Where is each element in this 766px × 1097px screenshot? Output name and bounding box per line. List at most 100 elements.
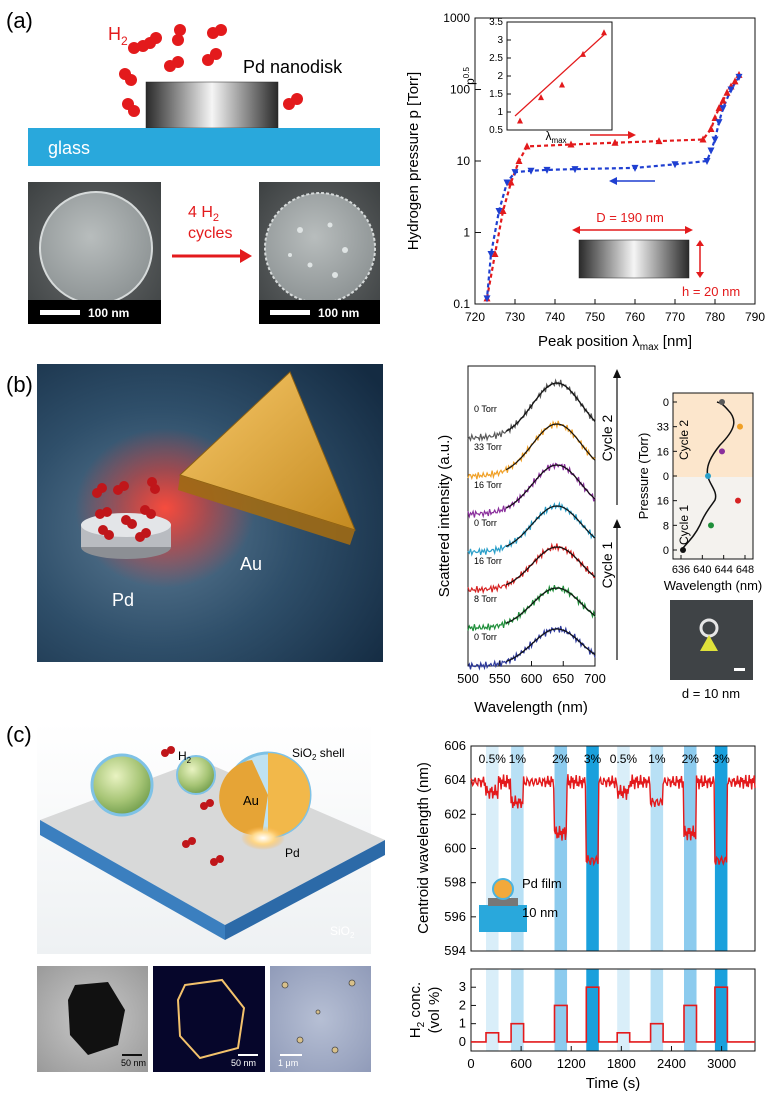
chart-b2-point — [705, 473, 711, 479]
cycle2-label-b2: Cycle 2 — [677, 420, 691, 460]
centroid-wavelength-chart: 0.5% 1% 2% 3% 0.5% 1% 2% 3% 5945965986006026046… — [415, 738, 756, 958]
exposure-band — [684, 746, 697, 951]
concentration-label: 3% — [584, 752, 602, 766]
spectrum-fit — [505, 464, 596, 509]
edx-map-image: 50 nm — [153, 966, 265, 1072]
exposure-band — [684, 969, 697, 1051]
chart-a-xlabel: Peak position λ — [538, 333, 640, 350]
pd-film-inset: Pd film 10 nm — [479, 876, 562, 932]
spectrum-label: 16 Torr — [474, 480, 502, 490]
spectrum-label: 0 Torr — [474, 632, 497, 642]
chart-a-point — [503, 179, 511, 187]
panel-c: (c) H2 SiO2 shell Au — [6, 722, 756, 1092]
sem-overview-image: 1 μm — [270, 966, 371, 1072]
chart-a-xtick-label: 780 — [705, 310, 725, 324]
glass-substrate — [28, 128, 380, 166]
sem-dimer-image: d = 10 nm — [670, 600, 753, 701]
chart-c1-ytick-label: 594 — [444, 943, 466, 958]
chart-c2-frame — [470, 968, 756, 1052]
spectrum-label: 8 Torr — [474, 594, 497, 604]
disk-height-label: h = 20 nm — [682, 284, 740, 299]
h2-sub-c: 2 — [187, 756, 192, 765]
shell-sub: 2 — [312, 753, 317, 762]
chart-b2-xlabel: Wavelength (nm) — [664, 578, 763, 593]
chart-a-point — [723, 88, 731, 96]
chart-b2-ylabel: Pressure (Torr) — [636, 433, 651, 520]
chart-a-xtick-label: 740 — [545, 310, 565, 324]
chart-a-point — [719, 96, 727, 104]
edx-scalebar — [238, 1054, 258, 1056]
exposure-band — [486, 969, 499, 1051]
edx-scalebar-label: 50 nm — [231, 1058, 256, 1068]
pd-nanodisk — [145, 81, 279, 129]
chart-b-ylabel: Scattered intensity (a.u.) — [436, 435, 453, 598]
exposure-band — [617, 969, 630, 1051]
chart-b-xtick-label: 600 — [521, 671, 543, 686]
chart-c1-ylabel: Centroid wavelength (nm) — [415, 762, 432, 934]
chart-b-xtick-label: 650 — [552, 671, 574, 686]
h2-label-c: H — [178, 749, 187, 763]
exposure-band — [650, 746, 664, 951]
tem-scalebar — [122, 1054, 142, 1056]
chart-c2-ylabel: H — [407, 1027, 424, 1038]
spectrum-fit — [505, 546, 596, 586]
sem-scalebar-b — [734, 668, 745, 671]
chart-a-point — [719, 105, 727, 113]
chart-a-ytick-label: 1000 — [443, 11, 470, 25]
chart-a-point — [511, 169, 519, 177]
pressure-vs-peak-chart: 720 730 740 750 760 770 780 790 0.1 1 10 100 1000 H… — [405, 11, 765, 353]
inset-point — [601, 29, 607, 36]
core-shell-sphere-2 — [176, 755, 216, 795]
chart-a-xlabel-sub: max — [640, 342, 659, 353]
chart-a-point — [487, 251, 495, 259]
concentration-label: 0.5% — [479, 752, 507, 766]
exposure-band — [714, 746, 728, 951]
pd-nanodisk-label: Pd nanodisk — [243, 57, 343, 77]
chart-b2-point — [737, 423, 743, 430]
svg-text:SiO2 shell: SiO2 shell — [292, 746, 344, 762]
inset-ytick-label: 3 — [497, 35, 503, 46]
exposure-band — [554, 969, 568, 1051]
chart-c2-xtick-label: 1800 — [607, 1056, 636, 1071]
svg-text:H2: H2 — [108, 24, 128, 48]
chart-b2-ytick-label: 8 — [663, 520, 669, 532]
chart-a-ytick-label: 10 — [457, 154, 471, 168]
spectrum-label: 0 Torr — [474, 518, 497, 528]
chart-a-point — [711, 136, 719, 144]
exposure-band — [650, 969, 664, 1051]
chart-b2-point — [735, 497, 741, 504]
h2-molecules-b — [92, 477, 160, 542]
chart-a-point — [483, 295, 491, 303]
chart-a-point — [703, 158, 711, 165]
centroid-trace — [470, 774, 756, 867]
chart-c2-ylabel-tail: conc. — [407, 982, 424, 1022]
chart-a-point — [631, 164, 639, 172]
concentration-label: 1% — [509, 752, 527, 766]
scalebar-left-label: 100 nm — [88, 306, 129, 320]
chart-a-ylabel: Hydrogen pressure p [Torr] — [405, 72, 422, 250]
h2-label-a: H — [108, 24, 121, 44]
chart-c1-ytick-label: 598 — [444, 875, 466, 890]
cycle2-label-b: Cycle 2 — [599, 414, 615, 461]
chart-c2-ytick-label: 1 — [459, 1016, 466, 1031]
chart-c2-ylabel-sub: 2 — [416, 1021, 427, 1027]
cycle1-label-b: Cycle 1 — [599, 541, 615, 588]
chart-c2-xtick-label: 0 — [467, 1056, 474, 1071]
chart-b2-ytick-label: 0 — [663, 471, 669, 483]
chart-a-ytick-label: 0.1 — [453, 297, 470, 311]
concentration-label: 2% — [552, 752, 570, 766]
inset-xlabel: λ — [545, 129, 551, 143]
sem-c-scalebar-label: 1 μm — [278, 1058, 298, 1068]
chart-c1-ytick-label: 596 — [444, 909, 466, 924]
chart-a-xlabel-tail: [nm] — [659, 333, 692, 350]
inset-point — [538, 94, 544, 101]
chart-a-point — [731, 77, 739, 85]
svg-text:p0.5: p0.5 — [462, 67, 477, 85]
exposure-band — [586, 746, 599, 951]
chart-b2-ytick-label: 0 — [663, 397, 669, 409]
chart-a-point — [543, 166, 551, 174]
inset-ylabel: p — [463, 78, 477, 85]
core-shell-illustration: H2 SiO2 shell Au Pd SiO2 — [37, 722, 385, 954]
h2-molecules-c — [161, 746, 224, 866]
